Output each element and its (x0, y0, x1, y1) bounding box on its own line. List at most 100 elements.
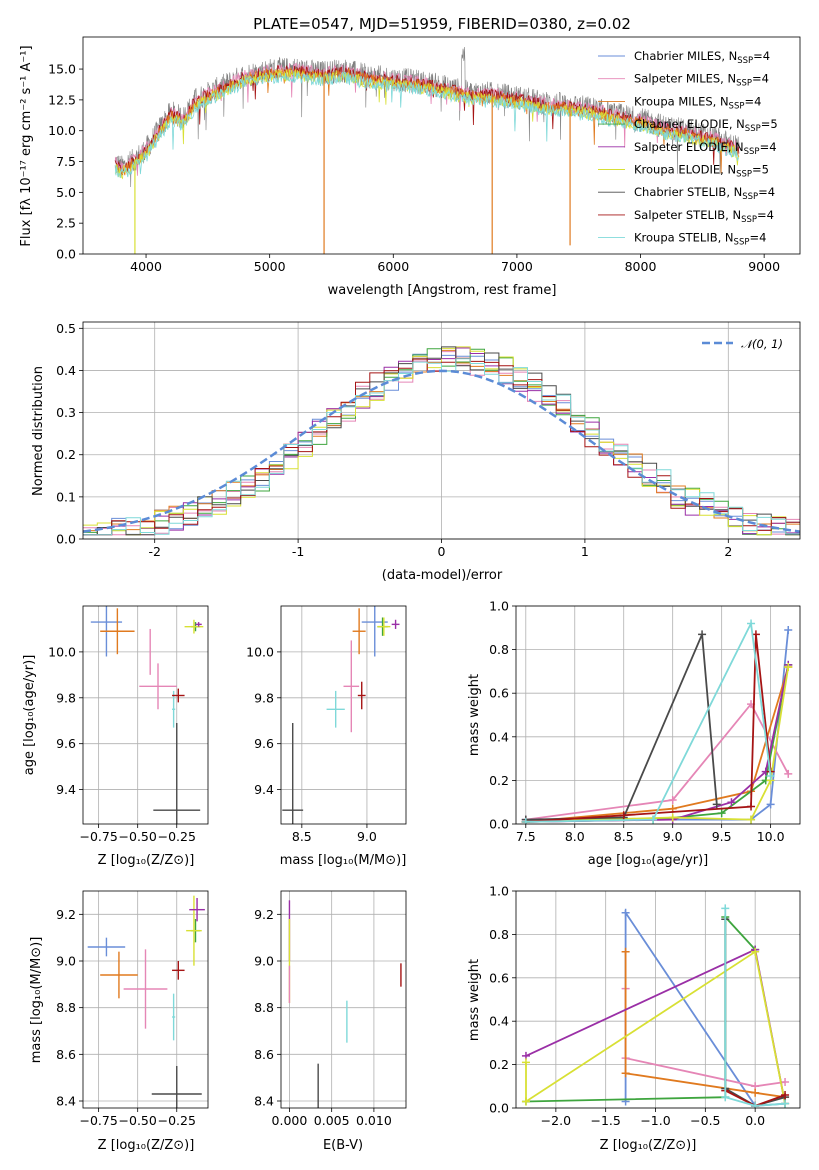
weight-marker (668, 796, 677, 805)
residuals-xlabel: (data-model)/error (382, 568, 503, 583)
spectrum-frame (82, 36, 801, 255)
weight-marker (649, 815, 658, 824)
errorbar-point (100, 608, 135, 655)
errorbar-point (326, 690, 345, 728)
ebv-vs-mass-xtick-label: 0.005 (314, 1113, 350, 1128)
weight-marker (784, 625, 793, 634)
ebv-vs-mass-xtick-label: 0.000 (272, 1113, 308, 1128)
age-vs-weight-ylabel: mass weight (467, 674, 482, 756)
mass-vs-age-ytick-label: 9.8 (254, 690, 274, 705)
age-vs-weight-ytick-label: 0.8 (489, 642, 509, 657)
weight-marker (717, 809, 726, 818)
legend-entry: Chabrier STELIB, NSSP=4 (634, 185, 775, 202)
ebv-vs-mass-plot-area (288, 900, 402, 1108)
z-vs-age-ytick-label: 9.6 (56, 736, 76, 751)
weight-line-kroupa-miles (525, 666, 790, 823)
mass-vs-age-plot-area (282, 606, 400, 824)
z-vs-weight-ticks: −2.0 −1.5 −1.0 −0.5 0.0 0.0 0.2 0.4 0.6 0.8 1.0 (489, 884, 765, 1129)
residuals-ytick-label: 0.4 (56, 363, 76, 378)
weight-line-kroupa-miles (624, 951, 786, 1099)
weight-marker (784, 663, 793, 672)
spectrum-xtick-label: 8000 (625, 259, 657, 274)
z-vs-mass-xlabel: Z [log₁₀(Z/Z⊙)] (98, 1138, 195, 1153)
weight-marker (721, 904, 730, 913)
errorbar-point (186, 895, 202, 966)
z-vs-mass-ytick-label: 8.8 (56, 1000, 76, 1015)
z-vs-mass-xtick-label: −0.50 (119, 1113, 157, 1128)
spectrum-xtick-label: 5000 (254, 259, 286, 274)
residuals-ticks: -2 -1 0 1 2 0.0 0.1 0.2 0.3 0.4 0.5 (56, 321, 732, 559)
weight-marker (668, 813, 677, 822)
z-vs-age-ytick-label: 9.8 (56, 690, 76, 705)
residuals-ylabel: Normed distribution (31, 366, 46, 496)
errorbar-point (153, 723, 201, 824)
residuals-ytick-label: 0.3 (56, 405, 76, 420)
spectrum-model-kroupa-stelib (114, 70, 740, 179)
weight-marker (621, 908, 630, 917)
histogram-chabrier-stelib (83, 346, 800, 536)
z-vs-weight-xtick-label: −2.0 (541, 1113, 571, 1128)
errorbar-point (87, 937, 126, 957)
z-vs-weight-frame (515, 890, 801, 1109)
weight-marker (751, 1088, 760, 1097)
spectrum-ytick-label: 15.0 (48, 62, 76, 77)
errorbar-point (184, 619, 204, 634)
legend-entry: Kroupa STELIB, NSSP=4 (634, 231, 766, 248)
spectrum-ytick-label: 0.0 (56, 247, 76, 262)
residuals-plot-area (83, 346, 800, 536)
z-vs-age-frame (82, 605, 209, 825)
mass-vs-age-ticks: 8.5 9.0 9.4 9.6 9.8 10.0 (246, 644, 377, 844)
mass-vs-age-grid (281, 606, 406, 824)
z-vs-weight-xtick-label: −1.0 (640, 1113, 670, 1128)
ebv-vs-mass-ytick-label: 8.6 (254, 1047, 274, 1062)
z-vs-age-ytick-label: 10.0 (48, 644, 76, 659)
weight-line-kroupa-stelib (724, 908, 786, 1107)
spectrum-ytick-label: 10.0 (48, 123, 76, 138)
legend-entry: Chabrier ELODIE, NSSP=5 (634, 117, 778, 134)
z-vs-age-ticks: −0.75 −0.50 −0.25 9.4 9.6 9.8 10.0 (48, 644, 196, 844)
weight-marker (727, 798, 736, 807)
errorbar-point (172, 688, 185, 703)
weight-marker (621, 947, 630, 956)
age-vs-weight-xtick-label: 8.5 (614, 829, 634, 844)
spectrum-legend: Chabrier MILES, NSSP=4 Salpeter MILES, NS… (598, 49, 778, 248)
age-vs-weight-xtick-label: 9.0 (663, 829, 683, 844)
errorbar-point (123, 949, 168, 1029)
residuals-panel: -2 -1 0 1 2 0.0 0.1 0.2 0.3 0.4 0.5 𝒩(0, 1) (56, 321, 801, 559)
errorbar-point (343, 640, 360, 733)
z-vs-weight-ytick-label: 0.4 (489, 1014, 509, 1029)
residuals-ytick-label: 0.0 (56, 532, 76, 547)
mass-vs-age-frame (280, 605, 407, 825)
z-vs-mass-panel: −0.75 −0.50 −0.25 8.4 8.6 8.8 9.0 9.2 (56, 890, 209, 1128)
z-vs-weight-ytick-label: 1.0 (489, 884, 509, 899)
mass-vs-age-ytick-label: 10.0 (246, 644, 274, 659)
chart-title: PLATE=0547, MJD=51959, FIBERID=0380, z=0… (253, 15, 631, 33)
z-vs-mass-xtick-label: −0.25 (158, 1113, 196, 1128)
histogram-salpeter-stelib (83, 357, 800, 536)
z-vs-age-xtick-label: −0.75 (79, 829, 117, 844)
legend-entry: Salpeter STELIB, NSSP=4 (634, 208, 774, 225)
residuals-frame (82, 321, 801, 540)
weight-marker (747, 802, 756, 811)
spectrum-xlabel: wavelength [Angstrom, rest frame] (328, 283, 557, 298)
z-vs-age-panel: −0.75 −0.50 −0.25 9.4 9.6 9.8 10.0 (48, 605, 209, 844)
ebv-vs-mass-ytick-label: 8.4 (254, 1094, 274, 1109)
weight-marker (751, 947, 760, 956)
legend-entry: Kroupa ELODIE, NSSP=5 (634, 163, 769, 180)
ebv-vs-mass-frame (280, 890, 407, 1109)
spectrum-ylabel: Flux [fλ 10⁻¹⁷ erg cm⁻² s⁻¹ A⁻¹] (19, 45, 34, 246)
z-vs-age-xlabel: Z [log₁₀(Z/Z⊙)] (98, 853, 195, 868)
residuals-xtick-label: -2 (148, 544, 160, 559)
errorbar-point (189, 898, 205, 922)
errorbar-point (139, 663, 177, 710)
spectrum-ticks: 4000 5000 6000 7000 8000 9000 0.0 2.5 5.0 7.5 10.0… (48, 62, 780, 274)
weight-marker (766, 772, 775, 781)
z-vs-weight-plot-area (521, 904, 790, 1108)
mass-vs-age-xtick-label: 9.0 (357, 829, 377, 844)
errorbar-point (391, 619, 400, 629)
legend-entry: Salpeter ELODIE, NSSP=4 (634, 140, 777, 157)
normal-reference-curve (83, 369, 800, 533)
z-vs-mass-ticks: −0.75 −0.50 −0.25 8.4 8.6 8.8 9.0 9.2 (56, 907, 196, 1128)
residuals-ytick-label: 0.5 (56, 321, 76, 336)
